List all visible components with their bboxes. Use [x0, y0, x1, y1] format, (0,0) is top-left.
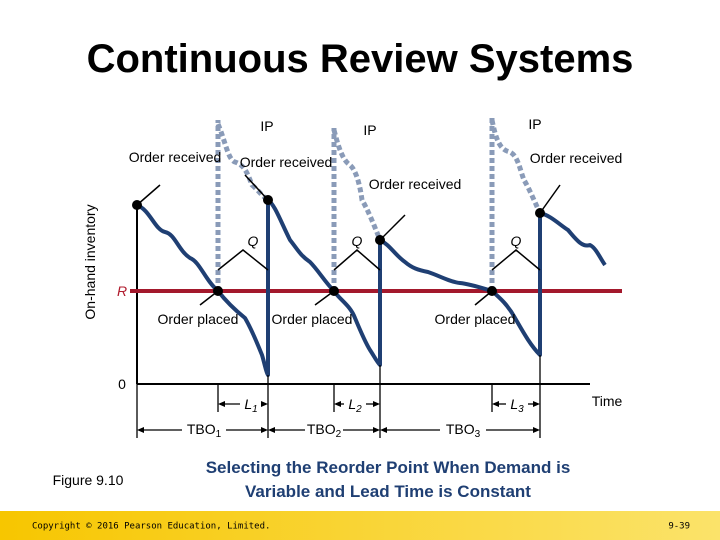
title: Continuous Review Systems	[87, 37, 634, 81]
q-label: Q	[248, 233, 259, 249]
order-placed: Order placed	[435, 311, 516, 327]
text-part: 2	[355, 404, 362, 415]
ip-label: IP	[363, 122, 376, 138]
tbo-label: TBO2	[307, 421, 342, 440]
reorder-label: R	[117, 283, 127, 299]
text-part: 1	[216, 429, 222, 440]
caption: Selecting the Reorder Point When Demand …	[206, 458, 571, 477]
caption: Variable and Lead Time is Constant	[245, 482, 531, 501]
y-axis-label: On-hand inventory	[82, 204, 98, 319]
order-received: Order received	[369, 176, 462, 192]
footer-bar	[0, 511, 720, 540]
text-part: TBO	[446, 421, 475, 437]
tbo-label: TBO1	[187, 421, 222, 440]
tbo-label: TBO3	[446, 421, 481, 440]
q-label: Q	[352, 233, 363, 249]
text-part: 3	[475, 429, 481, 440]
text-part: 1	[252, 404, 258, 415]
ip-lines	[215, 118, 543, 291]
copyright: Copyright © 2016 Pearson Education, Limi…	[32, 522, 270, 532]
order-received: Order received	[530, 150, 623, 166]
order-received: Order received	[240, 154, 333, 170]
text-part: 2	[336, 429, 342, 440]
lead-time: L2	[348, 396, 362, 415]
text-part: TBO	[187, 421, 216, 437]
time-label: Time	[592, 393, 623, 409]
ip-label: IP	[260, 118, 273, 134]
text-part: 3	[518, 404, 524, 415]
page-number: 9-39	[668, 522, 690, 532]
points	[132, 195, 545, 296]
lead-time: L3	[510, 396, 524, 415]
text-part: L	[244, 396, 252, 412]
text-part: L	[348, 396, 356, 412]
inventory-curve	[136, 198, 607, 377]
zero-label: 0	[118, 376, 126, 392]
lead-time: L1	[244, 396, 257, 415]
text-part: TBO	[307, 421, 336, 437]
text-part: L	[510, 396, 518, 412]
arrowheads	[137, 401, 540, 433]
order-placed: Order placed	[272, 311, 353, 327]
order-received: Order received	[129, 149, 222, 165]
pointers	[136, 174, 561, 306]
order-placed: Order placed	[158, 311, 239, 327]
ip-label: IP	[528, 116, 541, 132]
q-label: Q	[511, 233, 522, 249]
figure-label: Figure 9.10	[53, 472, 124, 488]
